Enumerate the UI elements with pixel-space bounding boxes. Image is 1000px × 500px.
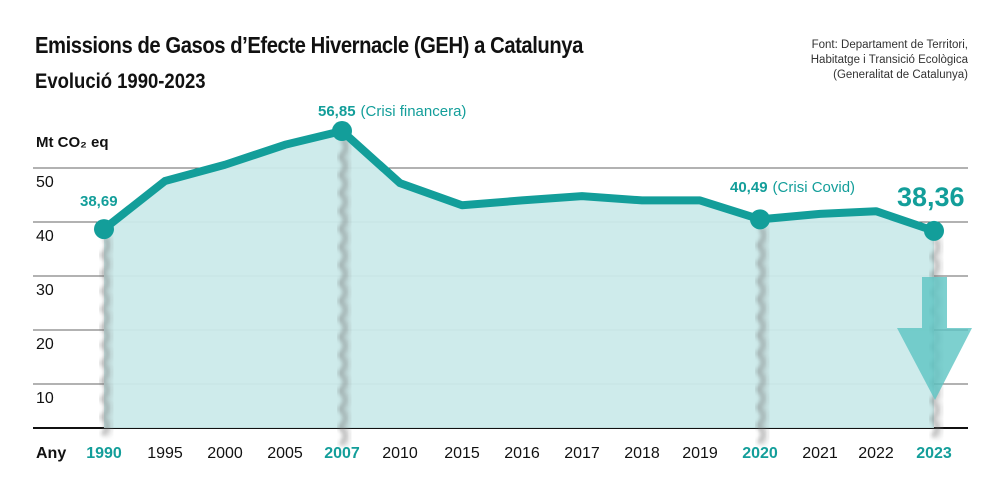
x-tick-label: 2000 (207, 445, 243, 462)
chart-subtitle: Evolució 1990-2023 (35, 70, 206, 93)
x-tick-label: 2022 (858, 445, 894, 462)
x-tick-label: 2021 (802, 445, 838, 462)
y-axis-unit-label: Mt CO₂ eq (36, 134, 109, 151)
x-tick-label: 2010 (382, 445, 418, 462)
data-point-2020 (750, 209, 770, 230)
annotation-note: (Crisi Covid) (773, 179, 856, 196)
data-point-2023 (924, 220, 944, 241)
annotation-1990: 38,69 (80, 193, 118, 210)
x-tick-label: 2007 (324, 445, 360, 462)
data-point-2007 (332, 121, 352, 142)
annotation-value: 38,69 (80, 193, 118, 210)
source-line: Font: Departament de Territori, (811, 39, 968, 51)
y-tick-label: 10 (36, 390, 54, 407)
annotation-value: 38,36 (897, 182, 965, 212)
y-tick-label: 50 (36, 174, 54, 191)
smoke-plume (754, 224, 771, 447)
annotation-2007: 56,85 (Crisi financera) (318, 103, 466, 120)
series-line (100, 127, 938, 235)
x-tick-label: 1990 (86, 445, 122, 462)
annotation-value: 56,85 (318, 103, 356, 120)
annotation-2023: 38,36 (897, 182, 965, 212)
x-tick-label: 2017 (564, 445, 600, 462)
x-axis-label: Any (36, 445, 66, 462)
x-tick-label: 2023 (916, 445, 952, 462)
y-tick-label: 40 (36, 228, 54, 245)
x-tick-label: 2016 (504, 445, 540, 462)
y-tick-label: 30 (36, 282, 54, 299)
source-line: (Generalitat de Catalunya) (833, 69, 968, 81)
area-fill (104, 131, 934, 428)
x-tick-label: 2005 (267, 445, 303, 462)
x-tick-label: 1995 (147, 445, 183, 462)
annotation-value: 40,49 (730, 179, 768, 196)
x-tick-label: 2019 (682, 445, 718, 462)
smoke-plume (336, 136, 353, 449)
annotation-2020: 40,49 (Crisi Covid) (730, 179, 855, 196)
y-tick-label: 20 (36, 336, 54, 353)
smoke-plume (98, 234, 115, 439)
data-point-1990 (94, 219, 114, 240)
x-tick-label: 2015 (444, 445, 480, 462)
down-arrow-icon (897, 277, 972, 400)
source-note: Font: Departament de Territori, Habitatg… (811, 38, 968, 83)
x-tick-label: 2018 (624, 445, 660, 462)
chart-title: Emissions de Gasos d’Efecte Hivernacle (… (35, 32, 583, 58)
x-tick-label: 2020 (742, 445, 778, 462)
source-line: Habitatge i Transició Ecològica (810, 54, 968, 66)
annotation-note: (Crisi financera) (361, 103, 467, 120)
